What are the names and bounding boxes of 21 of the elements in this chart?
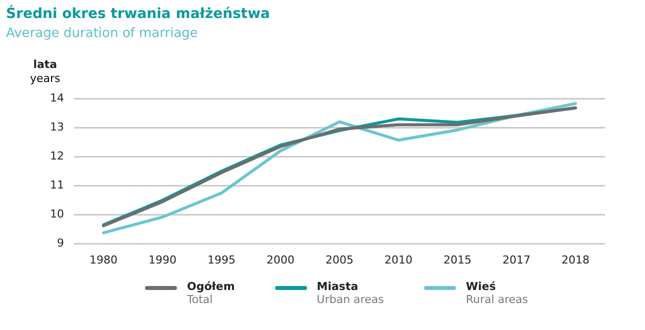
- legend-label: Ogółem Total: [187, 280, 235, 306]
- y-tick-label: 13: [50, 120, 64, 134]
- x-tick-label: 2005: [326, 253, 354, 266]
- x-tick-label: 1995: [208, 253, 236, 266]
- legend-label: Wieś Rural areas: [466, 280, 528, 306]
- y-tick-label: 12: [50, 150, 64, 163]
- x-tick-label: 2015: [444, 253, 472, 266]
- legend-label: Miasta Urban areas: [316, 280, 384, 306]
- y-tick-label: 10: [50, 208, 64, 221]
- x-tick-label: 2000: [266, 253, 294, 266]
- chart-subtitle: Average duration of marriage: [6, 26, 198, 41]
- chart-title: Średni okres trwania małżeństwa: [6, 6, 270, 22]
- x-tick-label: 2018: [562, 253, 590, 266]
- x-tick-label: 1980: [89, 253, 118, 266]
- y-tick-label: 14: [50, 91, 64, 104]
- x-tick-label: 2017: [502, 253, 530, 266]
- y-tick-label: 9: [56, 236, 64, 250]
- y-tick-label: 11: [50, 178, 64, 192]
- x-tick-label: 2010: [384, 253, 412, 266]
- x-tick-label: 1990: [148, 253, 176, 266]
- y-axis-title: lata years: [30, 58, 60, 85]
